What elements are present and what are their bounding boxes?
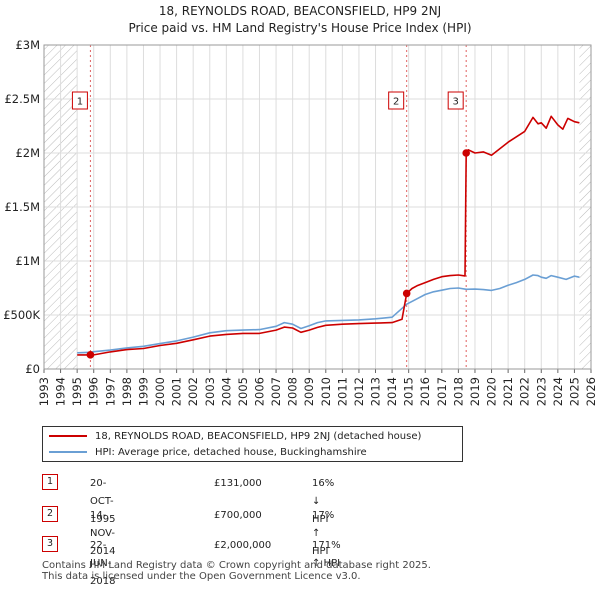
sale-price: £700,000 (214, 510, 262, 521)
legend-item-property: 18, REYNOLDS ROAD, BEACONSFIELD, HP9 2NJ… (49, 429, 421, 445)
x-tick-label: 2001 (170, 377, 184, 406)
x-tick-label: 1993 (37, 377, 51, 406)
y-tick-label: £1.5M (4, 200, 40, 214)
x-tick-label: 2000 (153, 377, 167, 406)
x-tick-label: 2011 (335, 377, 349, 406)
hpi-line (77, 274, 580, 354)
property-price-line (77, 115, 580, 356)
chart-title-line1: 18, REYNOLDS ROAD, BEACONSFIELD, HP9 2NJ (158, 4, 442, 18)
x-tick-label: 2008 (286, 377, 300, 406)
legend-label-property: 18, REYNOLDS ROAD, BEACONSFIELD, HP9 2NJ… (95, 431, 422, 442)
x-tick-label: 2005 (236, 377, 250, 406)
plot-frame (43, 44, 592, 370)
y-tick-label: £1M (15, 254, 40, 268)
sale-number-box (71, 91, 88, 110)
y-tick-label: £3M (15, 38, 40, 52)
sale-number-box (388, 91, 405, 110)
x-tick-label: 1996 (87, 377, 101, 406)
x-tick-label: 2009 (302, 377, 316, 406)
x-tick-label: 2026 (584, 377, 598, 406)
x-tick-label: 2020 (485, 377, 499, 406)
chart-title: 18, REYNOLDS ROAD, BEACONSFIELD, HP9 2NJ… (0, 3, 600, 37)
x-tick-label: 2004 (219, 377, 233, 406)
legend-item-hpi: HPI: Average price, detached house, Buck… (49, 445, 367, 461)
x-tick-label: 2023 (534, 377, 548, 406)
sale-number-badge: 2 (42, 506, 58, 522)
sale-number-badge: 3 (42, 536, 58, 552)
x-tick-label: 2013 (369, 377, 383, 406)
x-tick-label: 2010 (319, 377, 333, 406)
x-tick-label: 2016 (418, 377, 432, 406)
x-tick-label: 1994 (54, 377, 68, 406)
sale-price: £2,000,000 (214, 540, 272, 551)
footer-line1: Contains HM Land Registry data © Crown c… (42, 560, 431, 571)
x-tick-label: 2012 (352, 377, 366, 406)
x-tick-label: 1998 (120, 377, 134, 406)
x-tick-label: 1999 (136, 377, 150, 406)
sale-date: 20-OCT-1995 (90, 478, 116, 525)
sale-point (86, 351, 95, 359)
legend: 18, REYNOLDS ROAD, BEACONSFIELD, HP9 2NJ… (42, 426, 463, 462)
x-tick-label: 2017 (435, 377, 449, 406)
x-tick-label: 2007 (269, 377, 283, 406)
x-tick-label: 2003 (203, 377, 217, 406)
y-tick-label: £2M (15, 146, 40, 160)
x-tick-label: 1995 (70, 377, 84, 406)
x-tick-label: 2024 (551, 377, 565, 406)
x-tick-label: 2006 (252, 377, 266, 406)
legend-swatch-hpi (49, 451, 87, 453)
footer-line2: This data is licensed under the Open Gov… (42, 571, 361, 582)
sale-hpi-change: 16% ↓ HPI (312, 478, 335, 525)
sale-point (402, 289, 411, 298)
x-tick-label: 2015 (402, 377, 416, 406)
y-tick-label: £2.5M (4, 92, 40, 106)
x-tick-label: 2018 (451, 377, 465, 406)
sale-number-label: 1 (77, 97, 83, 108)
x-tick-label: 2021 (501, 377, 515, 406)
footer-attribution: Contains HM Land Registry data © Crown c… (42, 560, 431, 582)
sale-number-box (447, 91, 464, 110)
sale-number-badge: 1 (42, 474, 58, 490)
x-tick-label: 2022 (518, 377, 532, 406)
sale-number-label: 3 (452, 97, 458, 108)
legend-swatch-property (49, 435, 87, 437)
sale-point (462, 149, 470, 157)
x-tick-label: 2019 (468, 377, 482, 406)
sale-hpi-change: 171% ↑ HPI (312, 540, 341, 569)
sale-hpi-change: 17% ↑ HPI (312, 510, 335, 557)
y-tick-label: £0 (25, 362, 40, 376)
chart-title-line2: Price paid vs. HM Land Registry's House … (128, 21, 472, 35)
sale-date: 14-NOV-2014 (90, 510, 116, 557)
x-tick-label: 2025 (567, 377, 581, 406)
y-tick-label: £500K (3, 308, 40, 322)
sale-price: £131,000 (214, 478, 262, 489)
sale-date: 22-JUN-2018 (90, 540, 116, 587)
x-tick-label: 2002 (186, 377, 200, 406)
x-tick-label: 1997 (103, 377, 117, 406)
legend-label-hpi: HPI: Average price, detached house, Buck… (95, 447, 367, 458)
sale-number-label: 2 (393, 97, 399, 108)
x-tick-label: 2014 (385, 377, 399, 406)
